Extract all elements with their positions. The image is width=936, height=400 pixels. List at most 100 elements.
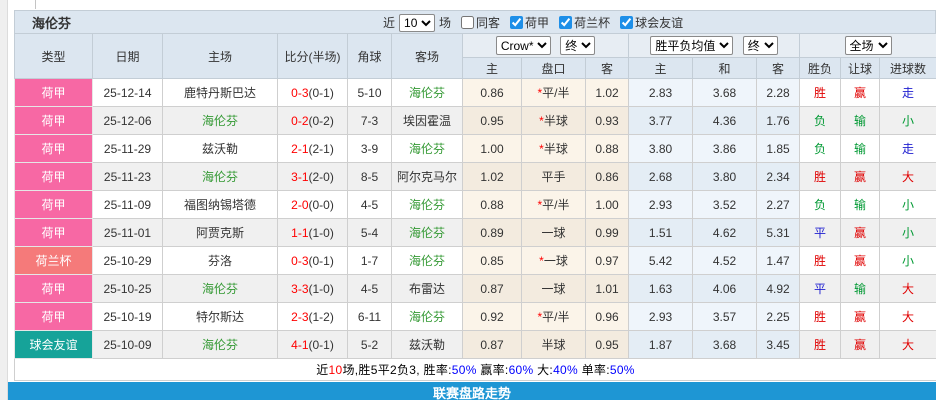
ah-outcome: 输 <box>840 190 881 219</box>
ah-away-odds: 0.93 <box>584 106 630 135</box>
ah-home-odds: 0.87 <box>462 330 522 359</box>
away-team: 海伦芬 <box>391 302 463 331</box>
odds-stage-select[interactable]: 终 <box>742 36 778 55</box>
ah-outcome: 输 <box>840 134 881 163</box>
eu-away-odds: 1.85 <box>756 134 801 163</box>
corner-count: 7-3 <box>347 106 392 135</box>
ah-line: 平手 <box>521 162 586 191</box>
summary-segment: 40% <box>553 363 578 377</box>
eu-home-odds: 2.93 <box>628 190 694 219</box>
sub-header-result: 胜负 <box>799 57 842 79</box>
team-stats-panel: 海伦芬 近 10 场 同客 荷甲 荷兰杯 球会友谊 <box>13 10 936 381</box>
eu-home-odds: 3.80 <box>628 134 694 163</box>
corner-count: 8-5 <box>347 162 392 191</box>
same-away-checkbox[interactable] <box>461 16 475 29</box>
ah-line: *平/半 <box>521 78 586 107</box>
sub-header-goals: 进球数 <box>879 57 936 79</box>
eu-draw-odds: 3.86 <box>692 134 758 163</box>
league-option-eredivisie[interactable]: 荷甲 <box>504 14 549 31</box>
match-row: 荷甲 25-11-23 海伦芬 3-1(2-0) 8-5 阿尔克马尔 1.02 … <box>14 162 936 191</box>
away-team: 海伦芬 <box>391 218 463 247</box>
league-type-badge: 荷甲 <box>14 302 93 331</box>
eu-home-odds: 3.77 <box>628 106 694 135</box>
sub-header-ah-result: 让球 <box>840 57 881 79</box>
match-count-select[interactable]: 10 <box>399 13 436 32</box>
ah-home-odds: 0.92 <box>462 302 522 331</box>
footer-title: 联赛盘路走势 <box>432 386 511 400</box>
handicap-group-header: Crow* 终 <box>461 33 630 58</box>
summary-segment: 60% <box>508 363 534 377</box>
home-team: 海伦芬 <box>162 274 278 303</box>
eu-away-odds: 1.47 <box>756 246 801 275</box>
eu-home-odds: 1.51 <box>628 218 694 247</box>
match-row: 荷甲 25-11-29 兹沃勒 2-1(2-1) 3-9 海伦芬 1.00 *半… <box>14 134 936 163</box>
away-team: 阿尔克马尔 <box>391 162 463 191</box>
league-option-friendly[interactable]: 球会友谊 <box>614 14 683 31</box>
ah-home-odds: 0.85 <box>462 246 522 275</box>
result-outcome: 胜 <box>799 302 842 331</box>
bookmaker-select[interactable]: Crow* <box>495 36 551 55</box>
goals-outcome: 大 <box>879 162 936 191</box>
result-group-header: 全场 <box>799 33 936 58</box>
ah-away-odds: 0.95 <box>584 330 630 359</box>
ah-home-odds: 0.89 <box>462 218 522 247</box>
league-type-badge: 荷甲 <box>14 218 93 247</box>
ah-outcome: 输 <box>840 274 881 303</box>
eu-home-odds: 1.87 <box>628 330 694 359</box>
ah-outcome: 赢 <box>840 162 881 191</box>
eu-draw-odds: 4.62 <box>692 218 758 247</box>
ah-line: *半球 <box>521 106 586 135</box>
league-type-badge: 荷兰杯 <box>14 246 93 275</box>
home-team: 海伦芬 <box>162 330 278 359</box>
result-outcome: 负 <box>799 106 842 135</box>
match-date: 25-10-25 <box>92 274 163 303</box>
away-team: 海伦芬 <box>391 190 463 219</box>
score-cell: 4-1(0-1) <box>277 330 348 359</box>
home-team: 海伦芬 <box>162 162 278 191</box>
ah-home-odds: 1.00 <box>462 134 522 163</box>
eu-away-odds: 4.92 <box>756 274 801 303</box>
sub-header-eu-away: 客 <box>756 57 801 79</box>
same-away-label: 同客 <box>476 16 501 30</box>
ah-away-odds: 0.86 <box>584 162 630 191</box>
odds-group-header: 胜平负均值 终 <box>628 33 801 58</box>
summary-segment: 50% <box>451 363 477 377</box>
score-cell: 0-3(0-1) <box>277 78 348 107</box>
eu-away-odds: 1.76 <box>756 106 801 135</box>
sub-header-eu-home: 主 <box>628 57 694 79</box>
home-team: 阿贾克斯 <box>162 218 278 247</box>
score-cell: 1-1(1-0) <box>277 218 348 247</box>
match-date: 25-12-06 <box>92 106 163 135</box>
league-option-cup[interactable]: 荷兰杯 <box>553 14 610 31</box>
away-team: 布雷达 <box>391 274 463 303</box>
league-checkbox-friendly[interactable] <box>620 16 634 29</box>
score-cell: 0-2(0-2) <box>277 106 348 135</box>
eu-home-odds: 2.83 <box>628 78 694 107</box>
eu-home-odds: 2.68 <box>628 162 694 191</box>
match-date: 25-12-14 <box>92 78 163 107</box>
ah-away-odds: 0.88 <box>584 134 630 163</box>
sub-header-ah-home: 主 <box>462 57 522 79</box>
ah-line: *一球 <box>521 246 586 275</box>
eu-draw-odds: 3.68 <box>692 330 758 359</box>
filter-controls: 近 10 场 同客 荷甲 荷兰杯 球会友谊 <box>383 11 683 34</box>
match-date: 25-11-09 <box>92 190 163 219</box>
odds-metric-select[interactable]: 胜平负均值 <box>650 36 734 55</box>
ah-line: 一球 <box>521 218 586 247</box>
same-away-option[interactable]: 同客 <box>455 14 500 31</box>
near-label: 近 <box>383 16 396 30</box>
summary-segment: 50% <box>609 363 635 377</box>
eu-draw-odds: 3.57 <box>692 302 758 331</box>
summary-segment: 近 <box>316 363 329 377</box>
match-date: 25-11-01 <box>92 218 163 247</box>
league-checkbox-cup[interactable] <box>559 16 573 29</box>
handicap-stage-select[interactable]: 终 <box>560 36 596 55</box>
panel-title-bar: 海伦芬 近 10 场 同客 荷甲 荷兰杯 球会友谊 <box>14 10 936 33</box>
match-date: 25-11-23 <box>92 162 163 191</box>
corner-count: 1-7 <box>347 246 392 275</box>
home-team: 芬洛 <box>162 246 278 275</box>
league-checkbox-eredivisie[interactable] <box>510 16 524 29</box>
result-outcome: 平 <box>799 274 842 303</box>
summary-segment: 10 <box>328 363 343 377</box>
scope-select[interactable]: 全场 <box>844 36 892 55</box>
